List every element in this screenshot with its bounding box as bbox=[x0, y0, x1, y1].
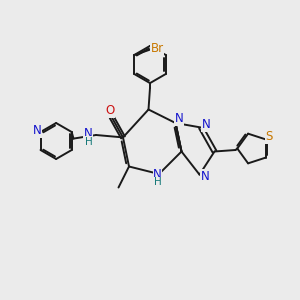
Text: O: O bbox=[106, 104, 115, 118]
Text: H: H bbox=[154, 177, 161, 188]
Text: N: N bbox=[84, 127, 92, 140]
Text: N: N bbox=[153, 168, 162, 181]
Text: N: N bbox=[175, 112, 184, 125]
Text: H: H bbox=[85, 136, 92, 147]
Text: N: N bbox=[202, 118, 211, 131]
Text: N: N bbox=[32, 124, 41, 137]
Text: N: N bbox=[200, 169, 209, 183]
Text: Br: Br bbox=[151, 42, 164, 55]
Text: S: S bbox=[266, 130, 273, 143]
